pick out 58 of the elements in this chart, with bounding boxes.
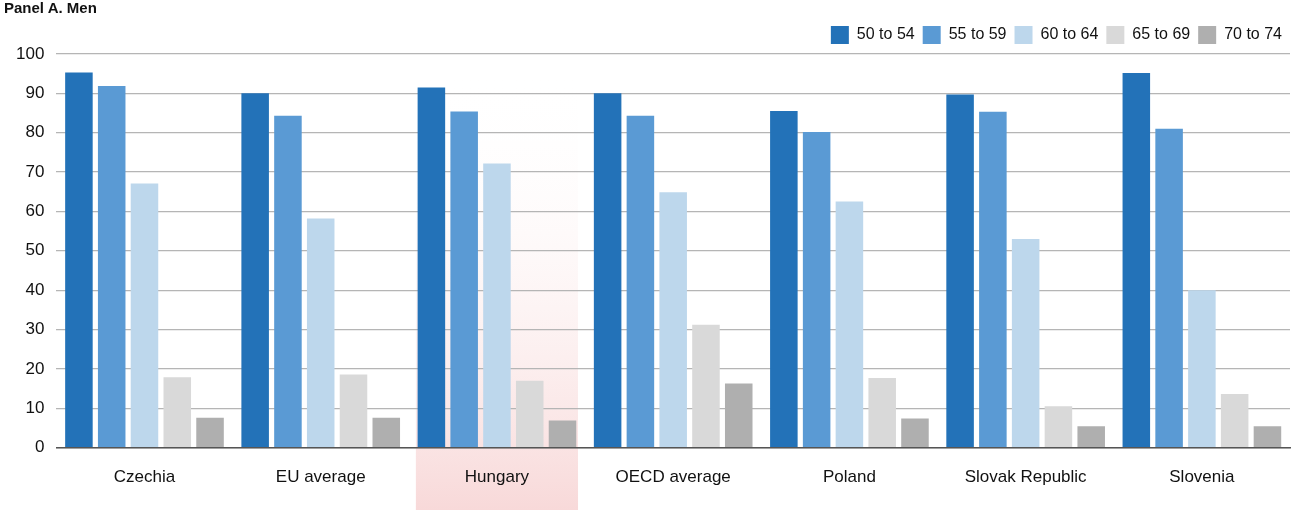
legend-label: 65 to 69 bbox=[1132, 25, 1191, 43]
y-tick-label: 50 bbox=[25, 240, 45, 260]
y-tick-label: 90 bbox=[25, 83, 45, 103]
bar bbox=[835, 201, 864, 447]
bar bbox=[339, 374, 368, 447]
bar bbox=[626, 115, 655, 447]
bar bbox=[196, 417, 224, 447]
bar bbox=[1253, 426, 1282, 447]
chart-title: Panel A. Men bbox=[4, 0, 97, 17]
x-tick-label: Hungary bbox=[464, 467, 530, 487]
bar bbox=[483, 163, 511, 447]
bar bbox=[1011, 238, 1040, 447]
bar bbox=[65, 72, 93, 447]
bar bbox=[515, 380, 544, 447]
bar bbox=[306, 218, 335, 447]
bar bbox=[1044, 406, 1073, 447]
bar bbox=[163, 377, 192, 447]
y-tick-label: 100 bbox=[15, 43, 45, 63]
bar bbox=[241, 93, 269, 447]
y-tick-label: 0 bbox=[34, 437, 45, 457]
bar bbox=[450, 111, 478, 447]
y-tick-label: 70 bbox=[25, 161, 45, 181]
bar bbox=[659, 192, 687, 447]
bar bbox=[417, 87, 446, 447]
bar bbox=[548, 420, 577, 447]
y-tick-label: 60 bbox=[25, 201, 45, 221]
x-tick-label: Slovenia bbox=[1169, 467, 1236, 487]
legend-label: 55 to 59 bbox=[948, 25, 1007, 43]
bar bbox=[979, 111, 1007, 447]
y-tick-label: 20 bbox=[25, 358, 45, 378]
bar bbox=[946, 94, 974, 447]
y-tick-label: 80 bbox=[25, 122, 45, 142]
bar bbox=[802, 131, 831, 447]
y-tick-label: 30 bbox=[25, 319, 45, 339]
bar bbox=[1122, 72, 1151, 447]
y-tick-label: 10 bbox=[25, 397, 45, 417]
x-tick-label: EU average bbox=[275, 467, 366, 487]
bar bbox=[274, 115, 302, 447]
bar bbox=[692, 324, 720, 447]
bar bbox=[1155, 128, 1183, 447]
bar bbox=[901, 418, 929, 447]
legend-label: 70 to 74 bbox=[1224, 25, 1283, 43]
x-tick-label: Czechia bbox=[113, 467, 176, 487]
x-tick-label: OECD average bbox=[615, 467, 731, 487]
legend-label: 60 to 64 bbox=[1040, 25, 1099, 43]
legend-label: 50 to 54 bbox=[856, 25, 915, 43]
bar bbox=[1220, 394, 1249, 447]
bar bbox=[1188, 290, 1216, 447]
bar bbox=[97, 85, 126, 447]
y-tick-label: 40 bbox=[25, 279, 45, 299]
x-tick-label: Poland bbox=[822, 467, 876, 487]
bar bbox=[770, 111, 798, 447]
bar bbox=[372, 417, 401, 447]
bar bbox=[868, 377, 896, 447]
bar bbox=[593, 93, 622, 447]
x-tick-label: Slovak Republic bbox=[964, 467, 1088, 487]
bar bbox=[130, 183, 159, 447]
bar bbox=[1077, 426, 1105, 447]
